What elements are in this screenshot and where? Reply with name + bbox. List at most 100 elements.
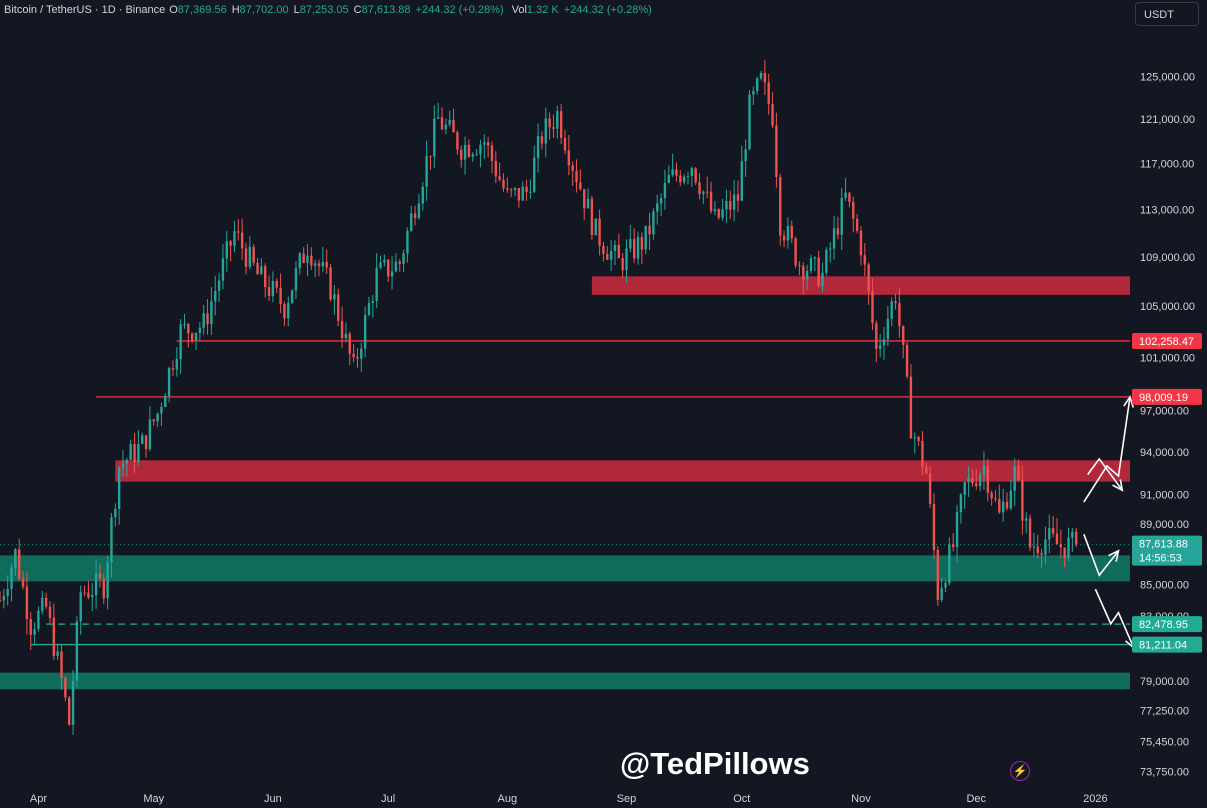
candle — [394, 253, 398, 273]
candle-body — [56, 651, 59, 657]
candle-body — [640, 237, 644, 250]
candle — [64, 675, 67, 702]
candle-body — [982, 465, 986, 475]
candle — [913, 432, 916, 454]
candle-body — [921, 440, 924, 467]
candle-body — [548, 118, 551, 128]
candle — [233, 221, 236, 252]
candle — [594, 218, 597, 236]
y-tick-label: 101,000.00 — [1140, 352, 1195, 364]
candle — [114, 503, 117, 527]
candle-body — [1025, 518, 1028, 521]
currency-button[interactable]: USDT — [1135, 2, 1199, 26]
candle — [94, 558, 98, 609]
candle-body — [848, 192, 851, 202]
candle — [360, 342, 363, 372]
candle-body — [567, 150, 571, 166]
candle — [41, 590, 44, 615]
candle-body — [613, 244, 617, 251]
x-tick-label: Nov — [851, 793, 871, 805]
last-price-tag: 87,613.88 — [1139, 539, 1188, 551]
candle — [894, 293, 897, 310]
candle — [275, 278, 278, 294]
candle — [337, 288, 340, 327]
candle-body — [1044, 539, 1047, 555]
candle — [110, 512, 113, 578]
candle — [940, 577, 943, 603]
candle — [179, 319, 182, 374]
candle — [663, 169, 667, 210]
candle-body — [498, 176, 501, 180]
candle-body — [579, 182, 582, 190]
high-label: H — [231, 4, 240, 16]
candle-body — [479, 144, 482, 155]
candle — [536, 123, 540, 173]
candle-body — [671, 169, 674, 176]
candle-body — [656, 203, 659, 212]
candle — [836, 216, 840, 240]
candle — [1036, 534, 1039, 559]
candle-body — [629, 239, 632, 249]
candle — [171, 360, 175, 377]
candle-body — [1063, 547, 1066, 559]
candle-body — [513, 188, 517, 190]
candle-body — [779, 177, 782, 236]
candle — [137, 430, 140, 466]
candle — [67, 696, 71, 726]
candle-body — [33, 628, 36, 635]
candle-body — [460, 149, 463, 160]
candle — [779, 173, 782, 246]
candle-body — [702, 191, 705, 195]
candle-body — [813, 257, 817, 259]
candle — [955, 504, 959, 563]
candle-body — [160, 407, 163, 414]
candle-body — [556, 111, 559, 129]
candle-body — [267, 287, 271, 297]
candle — [552, 114, 555, 138]
candle-body — [379, 262, 382, 268]
candle — [917, 435, 920, 447]
candle — [686, 171, 690, 185]
candle-body — [1048, 528, 1051, 540]
candle — [794, 236, 797, 269]
candle — [244, 242, 248, 275]
candle-body — [955, 512, 959, 548]
candle-body — [863, 255, 866, 265]
x-tick-label: Aug — [498, 793, 518, 805]
candle — [225, 231, 228, 272]
candle-body — [790, 226, 793, 239]
candle — [809, 254, 813, 274]
candle-body — [467, 144, 471, 157]
candle — [682, 174, 686, 185]
y-tick-label: 85,000.00 — [1140, 579, 1189, 591]
candle-body — [521, 186, 524, 201]
candle-body — [18, 549, 21, 579]
candle — [298, 251, 301, 275]
candle-body — [294, 268, 298, 291]
candle — [878, 334, 882, 358]
candle — [29, 612, 32, 651]
candle-body — [886, 318, 890, 340]
bolt-icon[interactable]: ⚡ — [1010, 761, 1030, 781]
candle — [821, 262, 824, 293]
candle-body — [540, 136, 544, 144]
candle — [1040, 548, 1043, 569]
candle-body — [732, 194, 736, 210]
candle-body — [110, 517, 113, 563]
candle — [1032, 532, 1036, 558]
symbol-title[interactable]: Bitcoin / TetherUS · 1D · Binance — [4, 4, 166, 16]
y-tick-label: 75,450.00 — [1140, 737, 1189, 749]
low-value: 87,253.05 — [299, 4, 349, 16]
candle — [736, 180, 740, 213]
candle — [786, 217, 790, 249]
candle — [71, 669, 75, 736]
candle — [936, 546, 940, 606]
candle-body — [952, 544, 955, 548]
candle-body — [348, 333, 351, 354]
candle — [498, 162, 501, 182]
candle-body — [894, 301, 897, 304]
candle — [125, 457, 129, 477]
price-tag-bg — [1132, 332, 1202, 349]
candle — [79, 585, 82, 635]
